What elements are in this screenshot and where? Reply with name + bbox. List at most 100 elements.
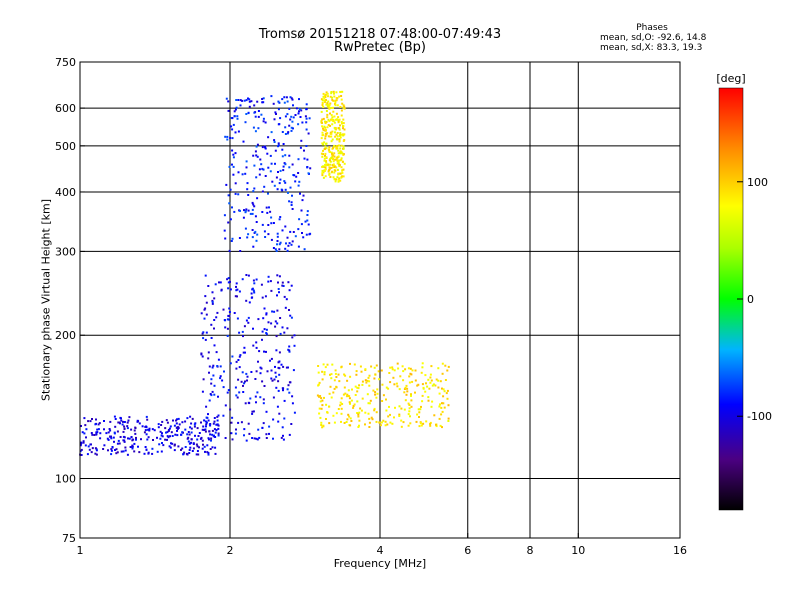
y-tick-label: 100 bbox=[55, 473, 76, 486]
data-point bbox=[324, 145, 327, 148]
data-point bbox=[270, 216, 273, 219]
data-point bbox=[245, 319, 248, 322]
data-point bbox=[353, 403, 356, 406]
data-point bbox=[307, 223, 310, 226]
data-point bbox=[94, 423, 97, 426]
data-point bbox=[316, 394, 319, 397]
data-point bbox=[278, 291, 280, 294]
data-point bbox=[247, 111, 250, 114]
y-tick-label: 200 bbox=[55, 329, 76, 342]
data-point bbox=[293, 334, 296, 337]
data-point bbox=[267, 321, 270, 324]
data-point bbox=[274, 365, 276, 368]
data-point bbox=[253, 164, 256, 167]
data-point bbox=[325, 161, 328, 164]
data-point bbox=[420, 424, 423, 427]
data-point bbox=[148, 427, 151, 430]
data-point bbox=[81, 431, 84, 434]
data-point bbox=[122, 450, 125, 453]
data-point bbox=[324, 163, 326, 166]
data-point bbox=[305, 121, 308, 124]
data-point bbox=[334, 128, 337, 131]
data-point bbox=[334, 135, 337, 138]
data-point bbox=[272, 102, 275, 105]
data-point bbox=[321, 378, 324, 381]
data-point bbox=[273, 310, 276, 313]
data-point bbox=[410, 399, 413, 402]
data-point bbox=[183, 451, 186, 454]
data-point bbox=[337, 155, 340, 158]
data-point bbox=[134, 432, 137, 435]
data-point bbox=[333, 421, 336, 424]
data-point bbox=[322, 153, 324, 156]
data-point bbox=[190, 431, 193, 434]
data-point bbox=[324, 168, 327, 171]
data-point bbox=[418, 425, 421, 428]
data-point bbox=[352, 406, 355, 409]
data-point bbox=[319, 400, 322, 403]
data-point bbox=[408, 407, 411, 410]
data-point bbox=[248, 105, 251, 108]
data-point bbox=[284, 247, 287, 250]
data-point bbox=[430, 405, 433, 408]
data-point bbox=[231, 149, 234, 152]
data-point bbox=[168, 427, 171, 430]
data-point bbox=[229, 218, 232, 221]
data-point bbox=[200, 353, 203, 356]
data-point bbox=[442, 402, 445, 405]
data-point bbox=[354, 394, 357, 396]
data-point bbox=[284, 126, 287, 129]
data-point bbox=[151, 452, 154, 455]
data-point bbox=[278, 275, 281, 278]
data-point bbox=[430, 365, 433, 368]
data-point bbox=[414, 391, 416, 394]
data-point bbox=[429, 376, 432, 379]
data-point bbox=[323, 141, 326, 144]
data-point bbox=[366, 393, 369, 396]
data-point bbox=[298, 218, 301, 221]
data-point bbox=[307, 132, 310, 135]
data-point bbox=[226, 138, 229, 141]
data-point bbox=[292, 104, 294, 107]
data-point bbox=[85, 436, 87, 439]
data-point bbox=[166, 431, 169, 434]
data-point bbox=[446, 389, 449, 392]
data-point bbox=[122, 430, 125, 433]
data-point bbox=[291, 194, 293, 197]
data-point bbox=[421, 400, 424, 403]
data-point bbox=[228, 165, 231, 168]
data-point bbox=[216, 311, 219, 314]
data-point bbox=[133, 450, 136, 453]
data-point bbox=[334, 178, 337, 181]
data-point bbox=[334, 372, 337, 375]
data-point bbox=[214, 452, 217, 455]
data-point bbox=[110, 437, 113, 440]
data-point bbox=[324, 96, 327, 99]
data-point bbox=[197, 435, 200, 437]
data-point bbox=[429, 373, 432, 376]
data-point bbox=[236, 317, 239, 320]
data-point bbox=[251, 201, 254, 204]
data-point bbox=[211, 302, 214, 305]
data-point bbox=[239, 354, 242, 357]
data-point bbox=[339, 136, 342, 139]
data-point bbox=[123, 427, 126, 430]
data-point bbox=[251, 208, 254, 211]
data-point bbox=[323, 396, 325, 399]
data-point bbox=[324, 120, 326, 123]
data-point bbox=[441, 402, 443, 405]
data-point bbox=[252, 327, 254, 330]
data-point bbox=[210, 439, 212, 442]
data-point bbox=[437, 367, 440, 370]
data-point bbox=[327, 148, 330, 151]
data-point bbox=[151, 428, 154, 431]
data-point bbox=[221, 379, 224, 382]
data-point bbox=[438, 405, 441, 408]
data-point bbox=[305, 233, 308, 236]
data-point bbox=[357, 387, 360, 390]
data-point bbox=[341, 175, 344, 178]
data-point bbox=[90, 432, 93, 434]
data-point bbox=[350, 399, 353, 402]
data-point bbox=[335, 97, 338, 100]
data-point bbox=[267, 233, 270, 236]
